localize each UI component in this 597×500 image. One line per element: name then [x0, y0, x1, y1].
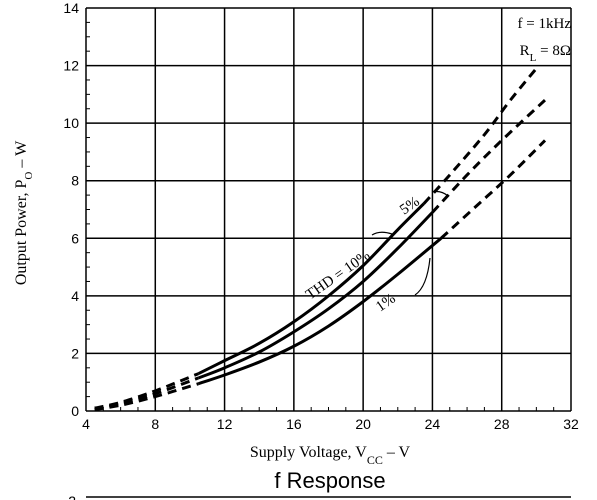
series-0-dashed-high [422, 67, 538, 205]
x-tick-labels: 4 8 12 16 20 24 28 32 [82, 416, 579, 432]
x-tick-28: 28 [494, 416, 510, 432]
x-tick-32: 32 [563, 416, 579, 432]
y-tick-6: 6 [71, 230, 79, 246]
label-thd-1: 1% [373, 291, 399, 316]
series-0-solid [197, 202, 425, 375]
load-r: R [520, 43, 530, 59]
condition-frequency: f = 1kHz [518, 16, 572, 32]
series-0-dashed-low [94, 372, 200, 410]
x-tick-24: 24 [425, 416, 441, 432]
next-chart-tick: 2 [68, 493, 76, 500]
y-tick-labels: 0 2 4 6 8 10 12 14 [63, 0, 79, 419]
x-tick-4: 4 [82, 416, 90, 432]
x-axis-label: Supply Voltage, VCC – V [250, 444, 411, 467]
x-axis-label-main: Supply Voltage, V [250, 444, 367, 461]
y-tick-0: 0 [71, 403, 79, 419]
x-axis-label-sub: CC [367, 453, 383, 467]
load-sub: L [530, 52, 537, 64]
x-tick-8: 8 [151, 416, 159, 432]
series-2-dashed-high [440, 139, 547, 240]
leader-10 [371, 231, 393, 236]
y-tick-4: 4 [71, 288, 79, 304]
y-tick-10: 10 [63, 115, 79, 131]
series-2-solid [198, 237, 443, 386]
condition-load: RL = 8Ω [520, 43, 571, 64]
series-1-solid [198, 211, 434, 380]
x-tick-12: 12 [217, 416, 233, 432]
y-tick-12: 12 [63, 58, 79, 74]
x-tick-20: 20 [355, 416, 371, 432]
y-tick-14: 14 [63, 0, 79, 16]
y-tick-2: 2 [71, 345, 79, 361]
y-axis-label-main: Output Power, P [13, 179, 30, 285]
x-axis-label-unit: – V [383, 444, 411, 461]
series-1-dashed-low [94, 376, 200, 412]
next-chart-title: f Response [274, 468, 385, 493]
leader-1 [414, 257, 431, 296]
label-thd-5: 5% [397, 194, 423, 219]
annotation-leaders [371, 190, 449, 296]
leader-5 [431, 190, 449, 197]
grid-lines [85, 7, 572, 412]
y-axis-label-sub: O [23, 172, 35, 180]
load-value: = 8Ω [536, 43, 571, 59]
y-axis-label: Output Power, PO – W [13, 140, 35, 285]
x-tick-16: 16 [286, 416, 302, 432]
y-tick-8: 8 [71, 173, 79, 189]
y-axis-label-unit: – W [13, 140, 30, 172]
